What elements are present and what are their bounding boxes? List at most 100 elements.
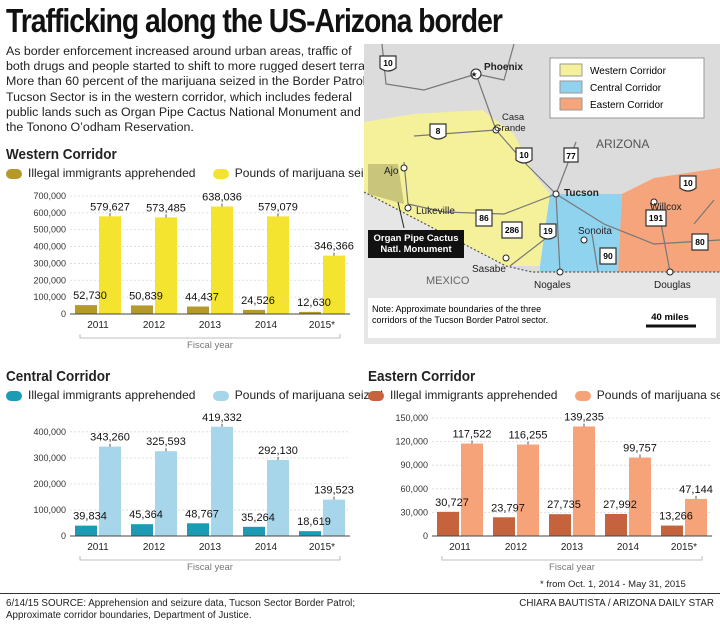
chart-plot: 0 100,000 200,000 300,000 400,000 500,000 600,… [33, 191, 354, 351]
bar-apprehended [243, 526, 265, 536]
bar-marijuana [461, 443, 483, 536]
bar-marijuana [323, 255, 345, 314]
data-label-apprehended: 27,992 [603, 499, 637, 511]
highway-shield-icon: 10 [515, 147, 533, 164]
highway-shield-icon: 19 [539, 223, 557, 240]
y-tick-label: 0 [61, 531, 66, 541]
bar-marijuana [517, 444, 539, 536]
svg-text:8: 8 [436, 126, 441, 136]
organ-pipe-callout: Organ Pipe Cactus Natl. Monument [368, 201, 464, 258]
legend-swatch [574, 390, 591, 401]
city-lukeville: Lukeville [416, 206, 455, 217]
country-label: MEXICO [426, 275, 470, 287]
international-border [363, 191, 720, 273]
bar-apprehended [131, 305, 153, 314]
x-tick-label: 2015* [309, 542, 335, 553]
legend-label: Illegal immigrants apprehended [390, 388, 558, 402]
map-legend: Western Corridor Central Corridor Easter… [549, 57, 705, 119]
chart-title: Eastern Corridor [368, 368, 476, 385]
legend-swatch [559, 63, 583, 77]
bar-marijuana [155, 451, 177, 536]
central-corridor-chart: Central Corridor Illegal immigrants appr… [6, 368, 383, 580]
scale-label: 40 miles [651, 312, 689, 323]
data-label-marijuana: 325,593 [146, 436, 186, 448]
y-tick-label: 100,000 [33, 292, 66, 302]
data-label-marijuana: 116,255 [509, 430, 548, 442]
legend-label: Illegal immigrants apprehended [28, 388, 196, 402]
legend-item: Pounds of marijuana seized [212, 388, 383, 402]
svg-text:86: 86 [479, 213, 489, 223]
city-willcox: Willcox [650, 202, 682, 213]
bar-marijuana [323, 499, 345, 536]
bar-apprehended [75, 525, 97, 536]
legend-swatch [6, 390, 22, 401]
page-title: Trafficking along the US-Arizona border [6, 2, 503, 39]
highway-shield-icon: 286 [501, 221, 523, 239]
legend-label: Pounds of marijuana seized [596, 388, 720, 402]
bar-marijuana [573, 426, 595, 536]
legend-item: Illegal immigrants apprehended [6, 388, 195, 402]
map-note: Note: Approximate boundaries of the thre… [372, 304, 548, 325]
data-label-marijuana: 99,757 [623, 443, 657, 455]
highway-shield-icon: 86 [475, 209, 493, 227]
svg-text:286: 286 [505, 225, 519, 235]
x-tick-label: 2012 [505, 542, 528, 553]
bar-marijuana [155, 217, 177, 314]
bar-marijuana [267, 216, 289, 314]
y-tick-label: 300,000 [33, 453, 66, 463]
x-tick-label: 2012 [143, 542, 166, 553]
organ-pipe-region [368, 164, 404, 204]
bar-marijuana [211, 206, 233, 314]
chart-title: Central Corridor [6, 368, 111, 385]
x-tick-label: 2013 [561, 542, 584, 553]
data-label-marijuana: 638,036 [202, 191, 242, 203]
x-axis-bracket [79, 334, 341, 339]
y-tick-label: 120,000 [395, 437, 428, 447]
bar-marijuana [685, 498, 707, 536]
legend-label: Pounds of marijuana seized [234, 166, 383, 180]
data-label-marijuana: 346,366 [314, 241, 354, 253]
bar-apprehended [75, 305, 97, 314]
highway-shield-icon: 10 [379, 55, 397, 72]
bar-apprehended [549, 514, 571, 536]
capital-star-icon: ★ [470, 70, 477, 79]
x-tick-label: 2013 [199, 320, 222, 331]
data-label-apprehended: 12,630 [297, 297, 331, 309]
highway-shield-icon: 80 [691, 233, 709, 251]
y-tick-label: 90,000 [400, 460, 428, 470]
western-corridor-chart: Western Corridor Illegal immigrants appr… [6, 146, 383, 352]
bar-apprehended [187, 523, 209, 536]
svg-text:10: 10 [383, 58, 393, 68]
data-label-marijuana: 292,130 [258, 445, 298, 457]
legend-swatch [212, 168, 229, 179]
data-label-apprehended: 44,437 [185, 292, 219, 304]
legend-label: Central Corridor [590, 83, 662, 94]
data-label-apprehended: 18,619 [297, 516, 331, 528]
data-label-marijuana: 343,260 [90, 432, 130, 444]
y-tick-label: 200,000 [33, 479, 66, 489]
credit: CHIARA BAUTISTA / ARIZONA DAILY STAR [519, 598, 714, 609]
y-tick-label: 400,000 [33, 242, 66, 252]
bar-apprehended [187, 306, 209, 314]
data-label-marijuana: 419,332 [202, 412, 242, 424]
bar-apprehended [299, 311, 321, 314]
highway-shield-icon: 90 [599, 247, 617, 265]
source-note: 6/14/15 SOURCE: Apprehension and seizure… [6, 598, 356, 621]
chart-legend: Illegal immigrants apprehended Pounds of… [6, 166, 397, 180]
city-sonoita: Sonoita [578, 226, 612, 237]
bar-apprehended [605, 513, 627, 536]
x-axis-bracket [79, 556, 341, 561]
data-label-apprehended: 27,735 [547, 499, 581, 511]
bar-apprehended [299, 531, 321, 536]
chart-legend: Illegal immigrants apprehended Pounds of… [6, 388, 397, 402]
x-tick-label: 2014 [255, 320, 278, 331]
y-tick-label: 60,000 [400, 484, 428, 494]
data-label-apprehended: 45,364 [129, 509, 163, 521]
x-tick-label: 2015* [309, 320, 335, 331]
data-label-apprehended: 24,526 [241, 295, 275, 307]
legend-item: Illegal immigrants apprehended [368, 388, 557, 402]
city-tucson: Tucson [564, 188, 599, 199]
legend-swatch [212, 390, 229, 401]
legend-item: Pounds of marijuana seized [212, 166, 383, 180]
legend-label: Western Corridor [590, 66, 667, 77]
